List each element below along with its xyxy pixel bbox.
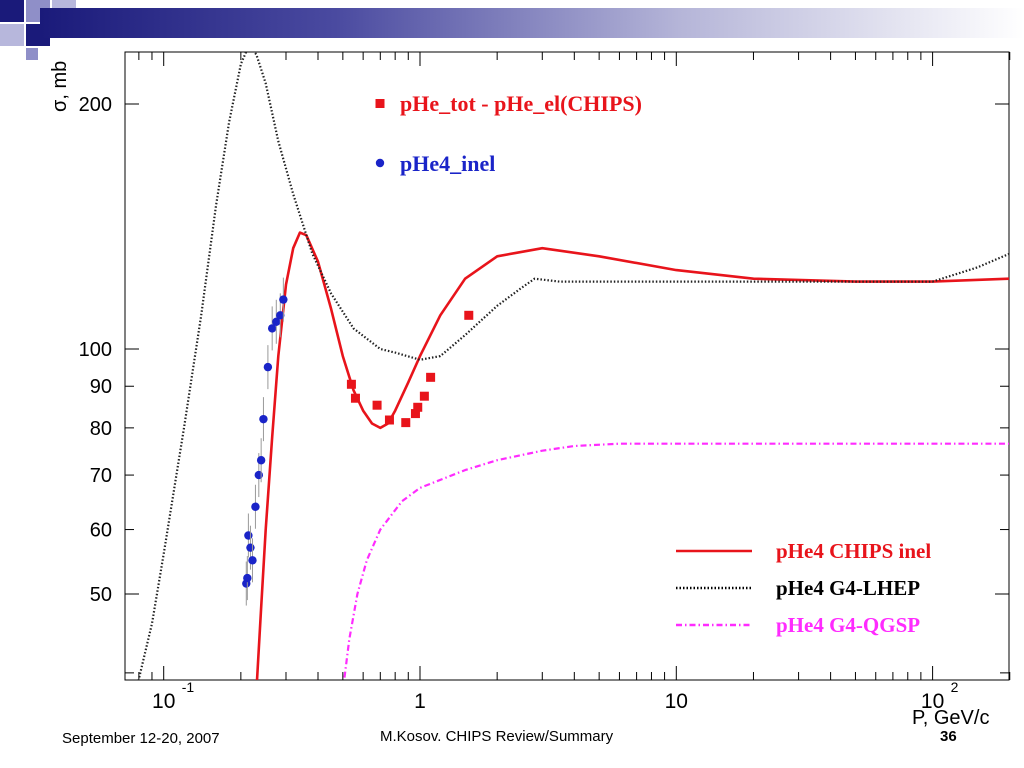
data-point-circle xyxy=(263,362,273,372)
data-point-square xyxy=(464,310,474,320)
data-point-circle xyxy=(276,311,285,320)
x-tick-labels: 10 -1 1 10 10 2 xyxy=(152,679,959,713)
y-tick-label: 70 xyxy=(90,465,112,487)
x-axis-label: P, GeV/c xyxy=(912,707,989,729)
data-point-circle xyxy=(251,502,260,511)
data-point-circle xyxy=(267,324,277,333)
data-point-circle xyxy=(246,543,255,552)
top-legend: pHe_tot - pHe_el(CHIPS) pHe4_inel xyxy=(375,91,642,176)
title-bar xyxy=(40,8,1024,38)
plot-frame xyxy=(124,51,1010,681)
data-point-square xyxy=(413,402,423,412)
y-tick-label: 200 xyxy=(79,94,112,116)
data-point-circle xyxy=(243,573,252,583)
legend-label: pHe4 G4-QGSP xyxy=(776,613,920,637)
data-point-square xyxy=(372,400,382,410)
data-point-circle xyxy=(256,456,266,465)
legend-label: pHe4 CHIPS inel xyxy=(776,539,931,563)
page-number: 36 xyxy=(940,728,957,745)
y-tick-label: 60 xyxy=(90,520,112,542)
y-axis-label: σ, mb xyxy=(49,61,71,112)
y-tick-label: 100 xyxy=(79,339,112,361)
footer-date: September 12-20, 2007 xyxy=(62,730,220,747)
bottom-legend: pHe4 CHIPS inel pHe4 G4-LHEP pHe4 G4-QGSP xyxy=(676,539,931,637)
x-tick-exponent: -1 xyxy=(182,679,195,695)
data-point-circle xyxy=(248,556,257,565)
footer-title: M.Kosov. CHIPS Review/Summary xyxy=(380,728,614,745)
legend-label: pHe_tot - pHe_el(CHIPS) xyxy=(400,91,642,116)
data-point-square xyxy=(350,393,360,403)
data-point-square xyxy=(410,409,420,419)
x-tick-label: 10 xyxy=(152,690,175,713)
data-point-square xyxy=(384,415,394,425)
data-point-circle xyxy=(244,531,253,540)
y-tick-labels: 200 100 90 80 70 60 50 xyxy=(79,94,112,606)
y-tick-label: 50 xyxy=(90,584,112,606)
data-points xyxy=(242,277,474,606)
data-point-circle xyxy=(254,470,264,480)
x-tick-exponent: 2 xyxy=(951,679,959,695)
data-point-square xyxy=(419,391,429,401)
y-tick-label: 90 xyxy=(90,376,112,398)
data-point-square xyxy=(426,372,436,382)
data-point-square xyxy=(346,379,356,389)
data-point-circle xyxy=(272,317,281,326)
legend-marker-circle xyxy=(375,158,385,168)
legend-label: pHe4 G4-LHEP xyxy=(776,576,920,600)
x-tick-label: 10 xyxy=(921,690,944,713)
legend-marker-square xyxy=(375,99,385,108)
axis-ticks xyxy=(125,52,1011,680)
y-tick-label: 80 xyxy=(90,418,112,440)
legend-label: pHe4_inel xyxy=(400,151,495,176)
data-point-circle xyxy=(259,414,268,424)
data-point-square xyxy=(401,418,411,428)
curve-phe4-g4-qgsp xyxy=(343,442,1009,680)
curve-phe4-g4-lhep xyxy=(137,52,1009,680)
x-tick-label: 10 xyxy=(665,690,688,713)
x-tick-label: 1 xyxy=(414,690,426,713)
data-point-circle xyxy=(279,295,288,304)
